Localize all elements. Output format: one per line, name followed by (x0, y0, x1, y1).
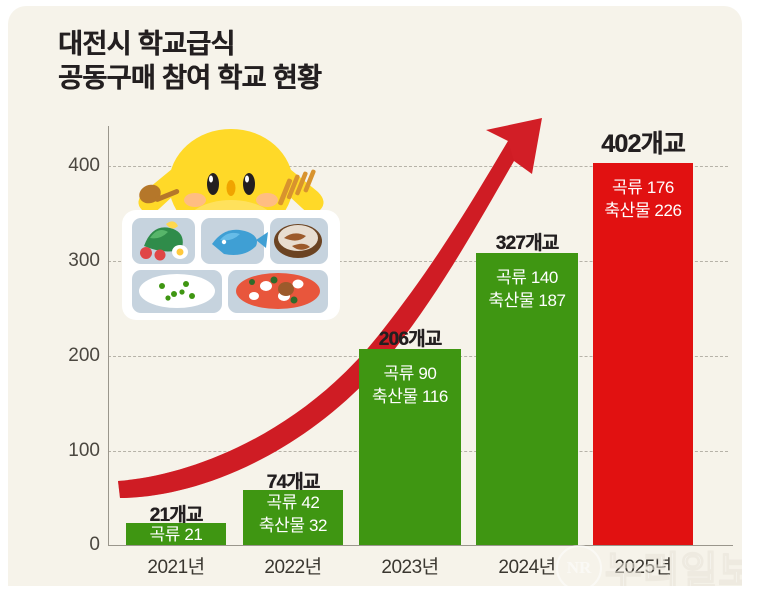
bar-2025[interactable]: 곡류 176 축산물 226 (593, 163, 693, 545)
y-tick-label: 400 (68, 155, 100, 176)
y-tick-label: 200 (68, 345, 100, 366)
page-title: 대전시 학교급식 공동구매 참여 학교 현황 (58, 29, 322, 93)
bar-2023[interactable]: 곡류 90 축산물 116 (359, 349, 461, 545)
mascot-and-tray-svg (122, 129, 340, 320)
bar-segment-label: 곡류 90 (383, 364, 437, 383)
x-label-2024: 2024년 (498, 557, 556, 578)
y-tick-label: 0 (89, 534, 100, 555)
y-axis-line (108, 126, 109, 546)
x-label-2021: 2021년 (147, 557, 205, 578)
bar-total-2024: 327개교 (495, 233, 559, 254)
bar-2021[interactable]: 곡류 21 (126, 523, 226, 545)
x-axis-line (108, 545, 733, 546)
lunch-tray-icon (122, 210, 340, 320)
x-label-2025: 2025년 (614, 557, 672, 578)
bar-segment-label: 축산물 187 (488, 290, 566, 310)
bar-segment-label: 곡류 140 (496, 268, 558, 287)
bar-segment-label: 곡류 42 (266, 493, 320, 512)
x-label-2023: 2023년 (381, 557, 439, 578)
bar-segment-label: 곡류 21 (149, 525, 203, 544)
y-tick-label: 100 (68, 440, 100, 461)
bar-segment-label: 곡류 176 (612, 178, 674, 197)
bar-segment-label: 축산물 32 (258, 515, 328, 535)
bar-segment-label: 축산물 116 (372, 386, 448, 406)
bar-segment-label: 축산물 226 (604, 200, 682, 220)
bar-total-2021: 21개교 (149, 505, 204, 526)
bar-total-2022: 74개교 (266, 472, 321, 493)
chart-card: 대전시 학교급식 공동구매 참여 학교 현황 400 300 200 100 0 (8, 6, 742, 586)
illustration-group (116, 114, 346, 324)
y-tick-label: 300 (68, 250, 100, 271)
bar-total-2025: 402개교 (601, 130, 686, 158)
bar-2024[interactable]: 곡류 140 축산물 187 (476, 253, 578, 545)
x-label-2022: 2022년 (264, 557, 322, 578)
bar-total-2023: 206개교 (378, 329, 442, 350)
bar-2022[interactable]: 곡류 42 축산물 32 (243, 490, 343, 545)
